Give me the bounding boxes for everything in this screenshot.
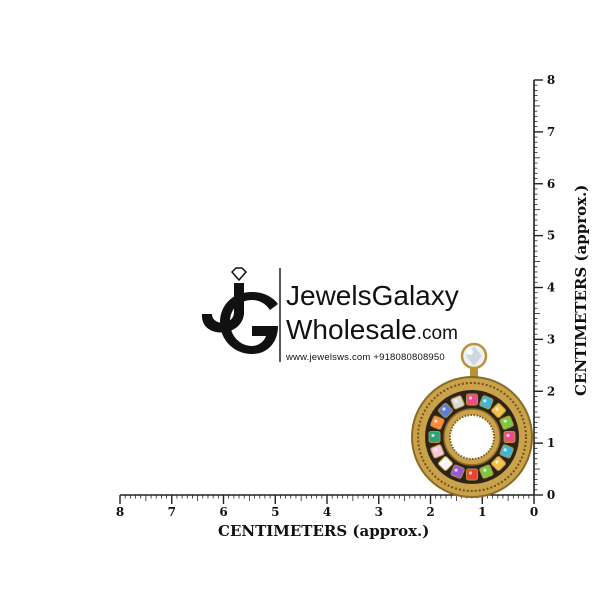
gemstone-glint xyxy=(503,448,507,452)
gemstone xyxy=(430,444,445,459)
y-tick-label: 4 xyxy=(547,281,555,295)
gemstone xyxy=(499,444,514,459)
y-tick-label: 6 xyxy=(547,177,555,191)
gemstone xyxy=(466,393,478,406)
gemstone-glint xyxy=(506,433,510,438)
x-tick-label: 4 xyxy=(323,505,331,519)
gemstone-glint xyxy=(434,419,438,423)
gemstone-glint xyxy=(454,399,458,403)
x-tick-label: 0 xyxy=(530,505,538,519)
x-tick-labels: 8 7 6 5 4 3 2 1 0 xyxy=(116,505,538,519)
gemstone xyxy=(438,456,453,471)
y-tick-labels: 0 1 2 3 4 5 6 7 8 xyxy=(547,73,555,502)
x-tick-label: 5 xyxy=(271,505,279,519)
gemstone-glint xyxy=(442,460,446,464)
gemstone xyxy=(430,415,445,430)
y-tick-label: 5 xyxy=(547,229,555,243)
y-minor-ticks xyxy=(534,79,543,496)
x-tick-label: 3 xyxy=(375,505,383,519)
gemstone xyxy=(450,464,465,479)
y-axis-title: CENTIMETERS (approx.) xyxy=(572,184,590,396)
y-tick-label: 8 xyxy=(547,73,555,87)
brand-domain-suffix: .com xyxy=(416,323,458,344)
x-tick-label: 2 xyxy=(426,505,434,519)
gemstone-glint xyxy=(483,399,487,403)
gemstone xyxy=(491,403,506,418)
gemstone xyxy=(466,468,478,481)
x-tick-label: 8 xyxy=(116,505,124,519)
gemstone-glint xyxy=(454,468,458,472)
gemstone-glint xyxy=(431,433,435,438)
x-axis-title: CENTIMETERS (approx.) xyxy=(218,522,430,540)
y-tick-label: 1 xyxy=(547,436,555,450)
gemstone-glint xyxy=(483,468,487,472)
measurement-ruler: 8 7 6 5 4 3 2 1 0 0 1 2 3 4 5 6 7 8 xyxy=(116,73,555,519)
brand-name-line2: Wholesale.com xyxy=(286,314,458,346)
gemstone xyxy=(479,395,494,410)
brand-name-line1: JewelsGalaxy xyxy=(286,280,459,311)
gemstone-glint xyxy=(442,407,446,411)
gemstone-glint xyxy=(434,448,438,452)
x-tick-label: 6 xyxy=(219,505,227,519)
x-tick-label: 1 xyxy=(478,505,486,519)
y-tick-label: 0 xyxy=(547,488,555,502)
gemstone-glint xyxy=(495,407,499,411)
gemstone xyxy=(450,395,465,410)
gemstone xyxy=(499,415,514,430)
y-tick-label: 2 xyxy=(547,384,555,398)
x-tick-label: 7 xyxy=(168,505,176,519)
brand-contact: www.jewelsws.com +918080808950 xyxy=(286,352,445,363)
y-tick-label: 7 xyxy=(547,125,555,139)
gemstone xyxy=(503,431,516,443)
gemstone-ring xyxy=(428,393,516,481)
gemstone xyxy=(428,431,441,443)
gemstone xyxy=(479,464,494,479)
brand-logo-icon xyxy=(201,267,281,362)
gemstone-glint xyxy=(468,471,473,475)
earring-image xyxy=(411,342,533,498)
gemstone xyxy=(438,403,453,418)
y-tick-label: 3 xyxy=(547,332,555,346)
brand-name-main: Wholesale xyxy=(286,314,417,345)
gemstone xyxy=(491,456,506,471)
diamond-icon xyxy=(230,267,248,282)
gemstone-glint xyxy=(468,396,473,400)
gemstone-glint xyxy=(495,460,499,464)
gemstone-glint xyxy=(503,419,507,423)
